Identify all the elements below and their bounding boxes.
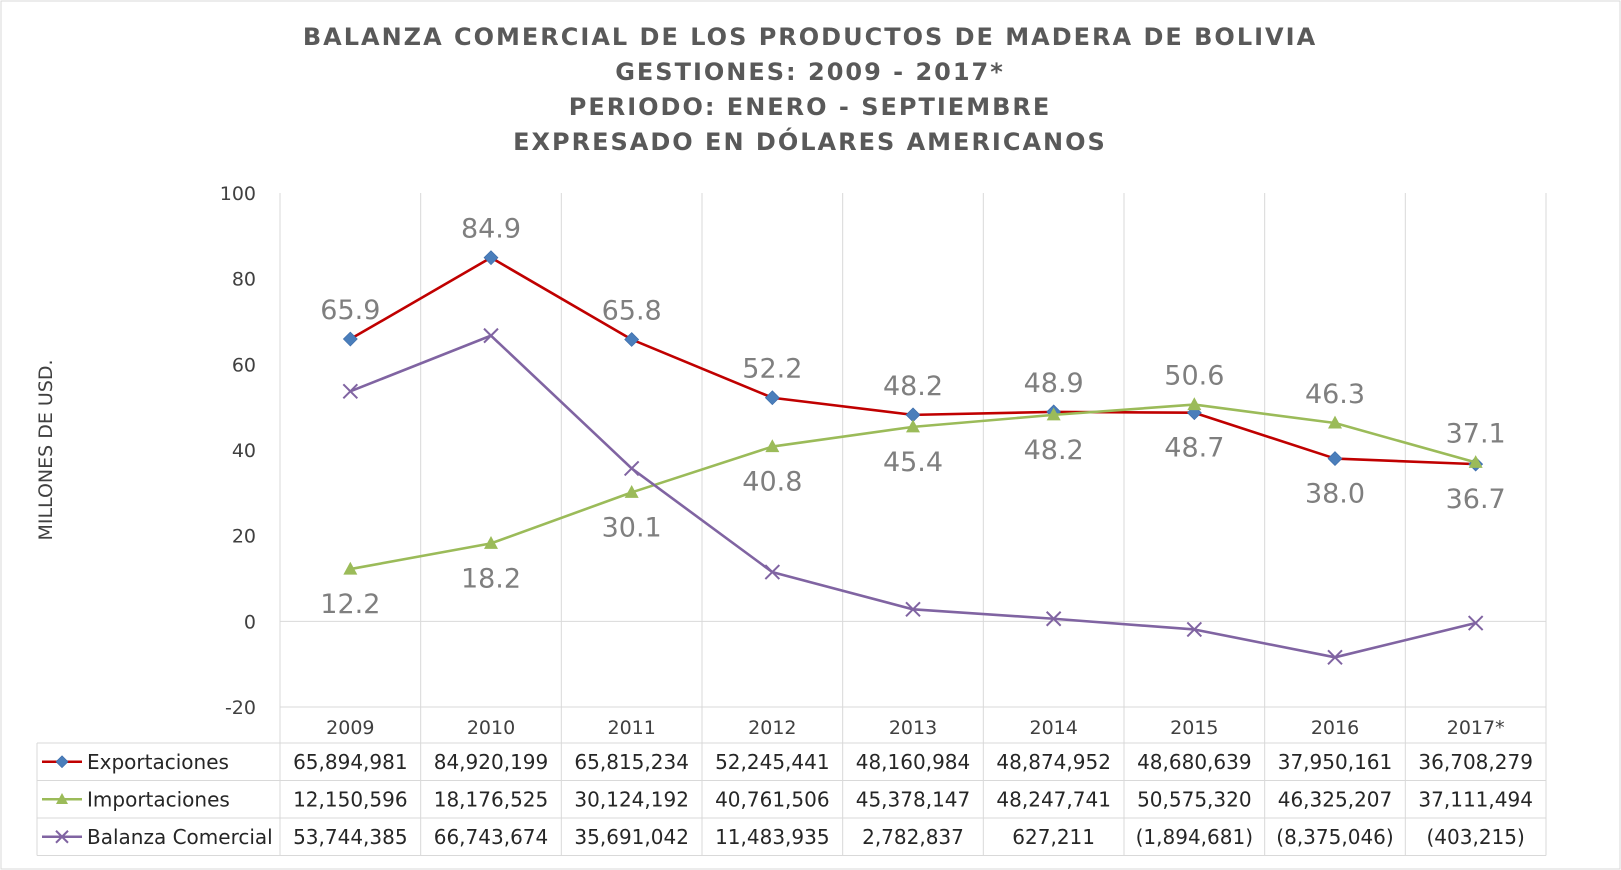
table-cell: 18,176,525 — [434, 787, 549, 811]
data-point — [1187, 397, 1202, 411]
x-tick-label: 2014 — [1029, 717, 1077, 739]
chart-title-line: BALANZA COMERCIAL DE LOS PRODUCTOS DE MA… — [303, 23, 1317, 51]
table-cell: 11,483,935 — [715, 825, 830, 849]
data-label: 37.1 — [1446, 418, 1506, 449]
legend-key-marker — [55, 830, 69, 844]
x-tick-label: 2009 — [326, 717, 374, 739]
data-point — [624, 485, 639, 498]
table-cell: 40,761,506 — [715, 787, 830, 811]
y-tick-label: 60 — [232, 354, 256, 376]
data-point — [483, 327, 499, 344]
data-point — [623, 460, 640, 477]
x-tick-label: 2013 — [889, 717, 937, 739]
x-tick-label: 2010 — [467, 717, 515, 739]
table-cell: 45,378,147 — [856, 787, 971, 811]
data-point — [342, 383, 359, 400]
data-label: 48.9 — [1024, 368, 1084, 399]
data-label: 65.8 — [602, 295, 662, 326]
data-point — [343, 561, 358, 575]
data-label: 50.6 — [1164, 361, 1224, 392]
data-label: 45.4 — [883, 447, 943, 478]
data-point — [1186, 621, 1203, 638]
legend-key-marker — [56, 792, 68, 804]
table-cell: 36,708,279 — [1418, 750, 1533, 774]
chart-title-line: PERIODO: ENERO - SEPTIEMBRE — [569, 93, 1052, 121]
data-point — [764, 564, 781, 580]
table-cell: 52,245,441 — [715, 750, 830, 774]
data-label: 46.3 — [1305, 379, 1365, 410]
data-point — [906, 419, 920, 433]
y-axis-label: MILLONES DE USD. — [35, 359, 57, 540]
data-label: 48.2 — [883, 371, 943, 402]
data-label: 48.7 — [1164, 433, 1224, 464]
table-cell: 65,815,234 — [574, 750, 689, 774]
y-tick-label: 20 — [232, 526, 256, 548]
x-tick-label: 2017* — [1447, 717, 1505, 739]
x-tick-label: 2016 — [1311, 717, 1359, 739]
table-cell: 2,782,837 — [862, 825, 964, 849]
legend-entry: Balanza Comercial — [87, 825, 273, 849]
legend-entry: Importaciones — [87, 787, 230, 811]
y-tick-label: 0 — [244, 611, 256, 633]
data-label: 12.2 — [320, 589, 380, 620]
data-point — [1468, 455, 1483, 468]
x-tick-label: 2015 — [1170, 717, 1218, 739]
table-cell: 37,111,494 — [1418, 787, 1533, 811]
data-label: 36.7 — [1446, 484, 1506, 515]
data-point — [1327, 649, 1343, 666]
legend-entry: Exportaciones — [87, 750, 229, 774]
table-cell: (8,375,046) — [1276, 825, 1393, 849]
chart-title-line: GESTIONES: 2009 - 2017* — [615, 58, 1005, 86]
data-label: 48.2 — [1024, 435, 1084, 466]
data-point — [1467, 615, 1484, 631]
y-tick-label: -20 — [225, 697, 256, 719]
table-cell: 48,680,639 — [1137, 750, 1252, 774]
table-cell: 84,920,199 — [434, 750, 549, 774]
data-point — [1045, 611, 1062, 627]
table-cell: (1,894,681) — [1136, 825, 1253, 849]
data-point — [483, 250, 499, 266]
data-point — [1046, 407, 1061, 421]
chart-title-line: EXPRESADO EN DÓLARES AMERICANOS — [513, 126, 1107, 156]
data-point — [1328, 415, 1342, 429]
table-cell: 48,160,984 — [856, 750, 971, 774]
data-point — [1327, 451, 1343, 466]
data-label: 18.2 — [461, 563, 521, 594]
table-cell: 627,211 — [1012, 825, 1095, 849]
table-cell: 46,325,207 — [1278, 787, 1393, 811]
table-cell: 37,950,161 — [1278, 750, 1393, 774]
legend-key-marker — [55, 755, 69, 769]
data-point — [342, 331, 358, 347]
data-point — [765, 439, 780, 453]
table-cell: 30,124,192 — [574, 787, 689, 811]
x-tick-label: 2011 — [607, 717, 655, 739]
table-cell: 48,247,741 — [996, 787, 1111, 811]
data-label: 40.8 — [742, 467, 802, 498]
table-cell: 50,575,320 — [1137, 787, 1252, 811]
data-label: 38.0 — [1305, 479, 1365, 510]
data-label: 65.9 — [320, 295, 380, 326]
table-cell: 12,150,596 — [293, 787, 408, 811]
table-cell: 66,743,674 — [434, 825, 549, 849]
data-label: 30.1 — [602, 512, 662, 543]
y-tick-label: 100 — [220, 183, 256, 205]
table-cell: 65,894,981 — [293, 750, 408, 774]
table-cell: (403,215) — [1427, 825, 1525, 849]
y-tick-label: 80 — [232, 269, 256, 291]
data-point — [484, 536, 498, 549]
table-cell: 53,744,385 — [293, 825, 408, 849]
y-tick-label: 40 — [232, 440, 256, 462]
data-label: 52.2 — [742, 354, 802, 385]
table-cell: 35,691,042 — [574, 825, 689, 849]
table-cell: 48,874,952 — [996, 750, 1111, 774]
data-point — [764, 390, 780, 406]
data-point — [624, 332, 640, 347]
x-tick-label: 2012 — [748, 717, 796, 739]
data-label: 84.9 — [461, 214, 521, 245]
data-point — [905, 601, 921, 618]
